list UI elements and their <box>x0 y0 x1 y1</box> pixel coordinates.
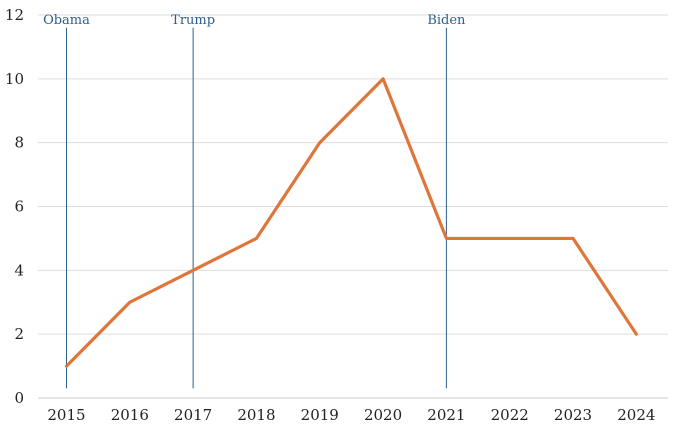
series-lines <box>64 77 638 368</box>
series-line <box>64 77 638 368</box>
y-tick-label: 6 <box>14 198 24 216</box>
x-tick-label: 2023 <box>554 406 592 424</box>
annotation-label: Obama <box>43 13 90 28</box>
grid-lines <box>38 14 668 399</box>
y-tick-label: 8 <box>14 134 24 152</box>
x-tick-label: 2020 <box>364 406 402 424</box>
x-tick-label: 2021 <box>427 406 465 424</box>
y-tick-label: 4 <box>14 261 24 279</box>
y-tick-label: 0 <box>14 389 24 407</box>
x-tick-label: 2024 <box>617 406 655 424</box>
y-tick-labels: 0 2 4 6 8 10 12 <box>5 6 24 407</box>
x-tick-label: 2015 <box>47 406 85 424</box>
y-tick-label: 12 <box>5 6 24 24</box>
x-tick-label: 2016 <box>111 406 149 424</box>
annotation-label: Biden <box>427 13 466 28</box>
x-tick-label: 2017 <box>174 406 212 424</box>
y-tick-label: 10 <box>5 70 24 88</box>
annotation-label: Trump <box>171 13 215 28</box>
y-tick-label: 2 <box>14 325 24 343</box>
x-tick-labels: 2015 2016 2017 2018 2019 2020 2021 2022 2023 2024 <box>47 406 655 424</box>
president-annotations: Obama Trump Biden <box>43 13 466 389</box>
x-tick-label: 2019 <box>301 406 339 424</box>
x-tick-label: 2022 <box>491 406 529 424</box>
x-tick-label: 2018 <box>237 406 275 424</box>
